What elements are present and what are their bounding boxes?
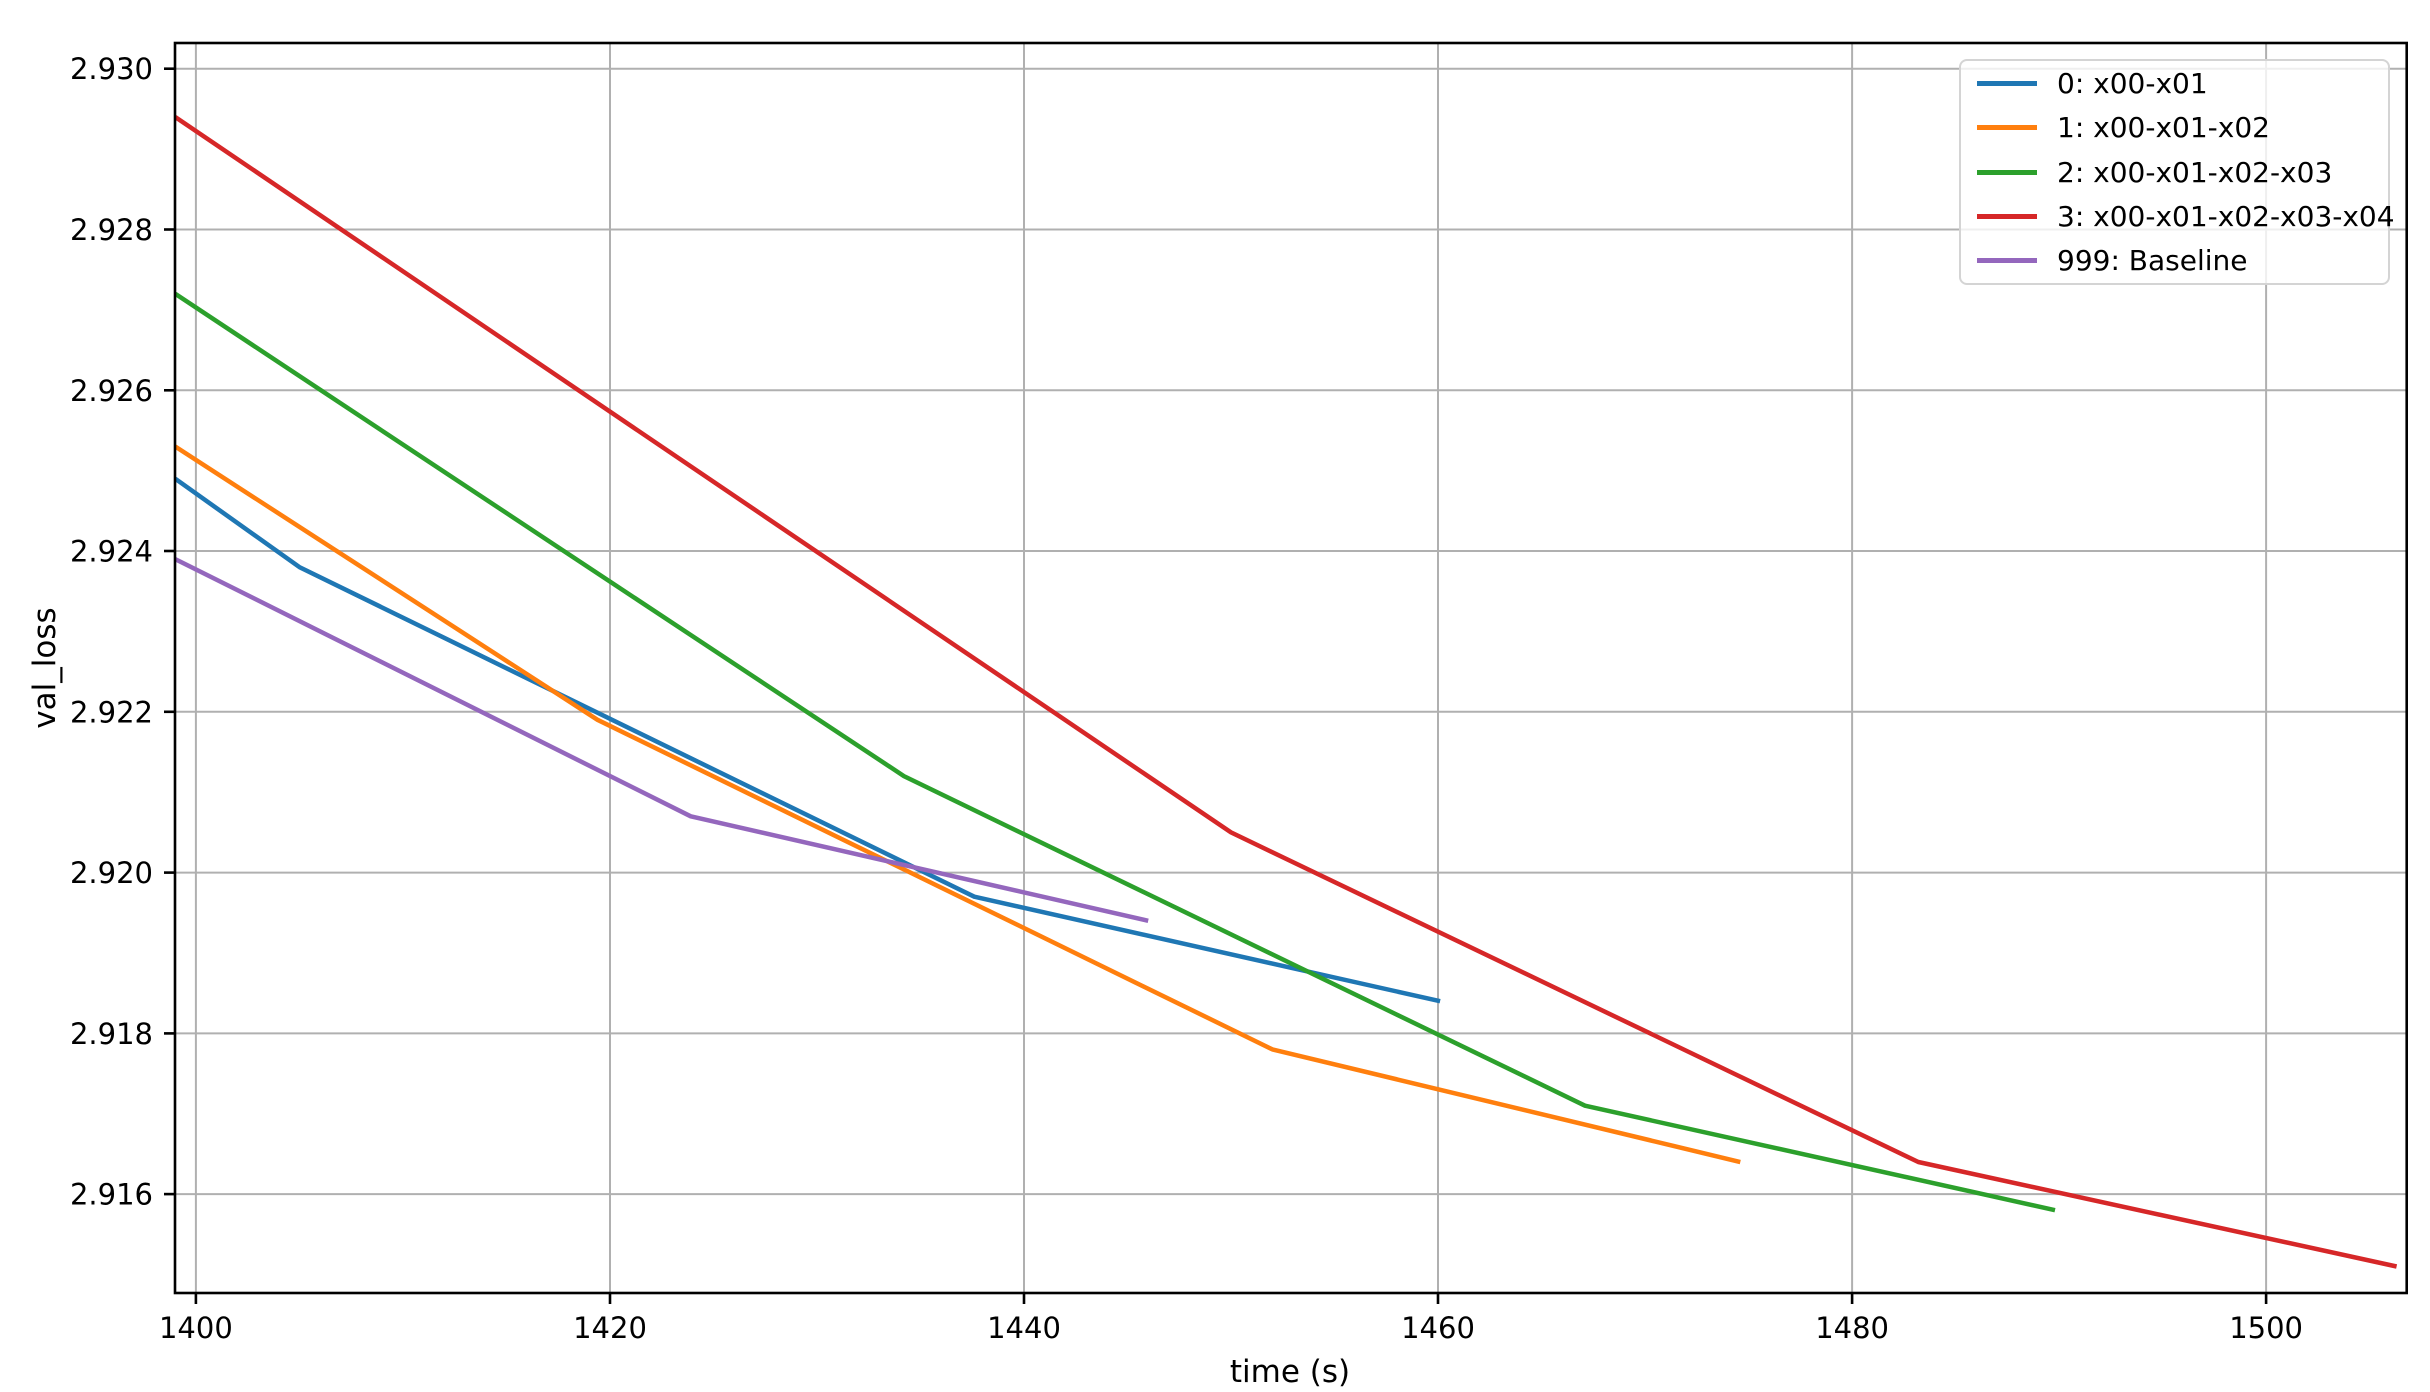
legend-label: 2: x00-x01-x02-x03: [2057, 155, 2333, 189]
legend-item: 2: x00-x01-x02-x03: [1961, 150, 2388, 194]
legend-line-swatch: [1977, 125, 2037, 131]
y-tick-label: 2.918: [70, 1017, 153, 1051]
series-line-4: [174, 557, 1149, 923]
x-tick-label: 1400: [159, 1311, 233, 1345]
legend-line-swatch: [1977, 169, 2037, 175]
y-tick-label: 2.926: [70, 374, 153, 408]
x-tick-label: 1420: [573, 1311, 647, 1345]
y-tick-label: 2.916: [70, 1178, 153, 1212]
legend-item: 3: x00-x01-x02-x03-x04: [1961, 194, 2395, 238]
x-tick-label: 1480: [1815, 1311, 1889, 1345]
legend-item: 0: x00-x01: [1961, 61, 2388, 105]
legend-line-swatch: [1977, 80, 2037, 86]
legend-label: 999: Baseline: [2057, 244, 2248, 278]
y-axis-label: val_loss: [27, 607, 63, 729]
legend-label: 0: x00-x01: [2057, 66, 2208, 100]
axes-spines: [173, 41, 2408, 1295]
series-line-2: [173, 291, 2056, 1213]
legend-item: 999: Baseline: [1961, 239, 2388, 283]
y-tick-label: 2.928: [70, 213, 153, 247]
series-line-3: [173, 115, 2398, 1269]
y-tick-label: 2.924: [70, 535, 153, 569]
legend-label: 1: x00-x01-x02: [2057, 111, 2270, 145]
legend: 0: x00-x01 1: x00-x01-x02 2: x00-x01-x02-x…: [1959, 59, 2395, 285]
x-axis-label: time (s): [1229, 1354, 1351, 1390]
series-line-0: [173, 476, 1441, 1004]
legend-line-swatch: [1977, 213, 2037, 219]
legend-line-swatch: [1977, 258, 2037, 264]
y-tick-label: 2.920: [70, 856, 153, 890]
series-line-1: [173, 444, 1741, 1165]
legend-item: 1: x00-x01-x02: [1961, 105, 2388, 149]
y-tick-label: 2.922: [70, 695, 153, 729]
y-tick-label: 2.930: [70, 52, 153, 86]
legend-label: 3: x00-x01-x02-x03-x04: [2057, 199, 2395, 233]
x-tick-label: 1440: [987, 1311, 1061, 1345]
x-tick-label: 1460: [1401, 1311, 1475, 1345]
x-tick-label: 1500: [2229, 1311, 2303, 1345]
